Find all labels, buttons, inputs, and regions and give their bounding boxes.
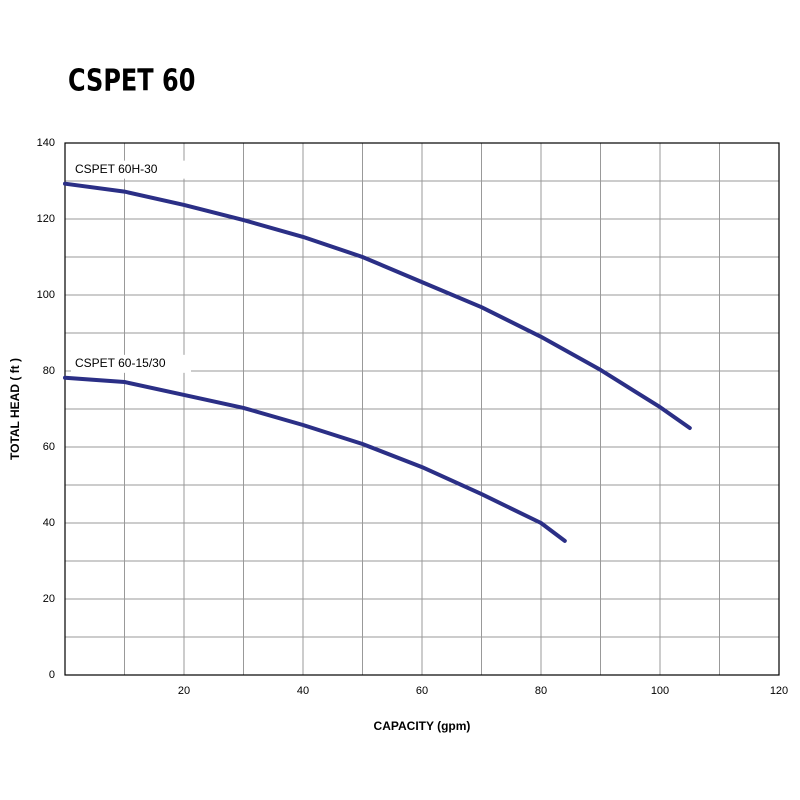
y-tick-label: 20	[43, 593, 55, 605]
series-label-bg	[71, 160, 191, 179]
series-label-bg	[71, 354, 191, 373]
y-tick-label: 120	[37, 213, 55, 225]
x-tick-label: 120	[770, 685, 788, 697]
x-tick-label: 100	[651, 685, 669, 697]
chart-title: CSPET 60	[68, 64, 195, 98]
series-label: CSPET 60H-30	[75, 162, 158, 176]
y-tick-label: 60	[43, 441, 55, 453]
y-axis-label: TOTAL HEAD ( ft )	[8, 358, 22, 460]
x-tick-label: 40	[297, 685, 309, 697]
series-line	[63, 181, 692, 430]
y-tick-label: 100	[37, 289, 55, 301]
y-tick-label: 140	[37, 137, 55, 149]
series-line	[63, 375, 567, 543]
x-axis-label: CAPACITY (gpm)	[374, 719, 471, 733]
y-tick-label: 0	[49, 669, 55, 681]
plot-frame	[64, 142, 780, 676]
series-label: CSPET 60-15/30	[75, 356, 166, 370]
x-tick-label: 60	[416, 685, 428, 697]
y-tick-label: 40	[43, 517, 55, 529]
y-tick-label: 80	[43, 365, 55, 377]
x-tick-label: 80	[535, 685, 547, 697]
x-tick-label: 20	[178, 685, 190, 697]
